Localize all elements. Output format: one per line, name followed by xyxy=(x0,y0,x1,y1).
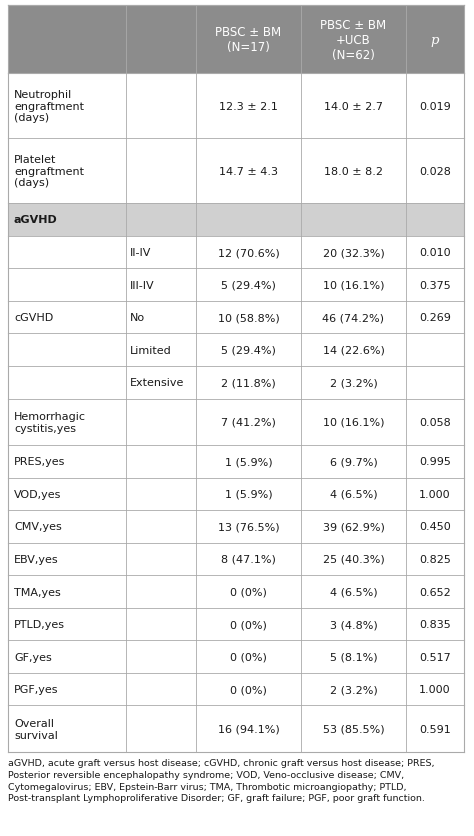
Text: 3 (4.8%): 3 (4.8%) xyxy=(329,619,377,630)
Bar xyxy=(8,334,464,366)
Bar xyxy=(8,74,464,139)
Text: 53 (85.5%): 53 (85.5%) xyxy=(323,724,384,734)
Text: Platelet
engraftment
(days): Platelet engraftment (days) xyxy=(14,155,84,188)
Text: 0.450: 0.450 xyxy=(419,522,451,532)
Text: 6 (9.7%): 6 (9.7%) xyxy=(329,456,377,466)
Text: 4 (6.5%): 4 (6.5%) xyxy=(330,489,377,499)
Text: 20 (32.3%): 20 (32.3%) xyxy=(323,247,384,257)
Text: 14.0 ± 2.7: 14.0 ± 2.7 xyxy=(324,101,383,111)
Text: 18.0 ± 8.2: 18.0 ± 8.2 xyxy=(324,166,383,176)
Bar xyxy=(8,478,464,511)
Text: 0.269: 0.269 xyxy=(419,313,451,323)
Text: PRES,yes: PRES,yes xyxy=(14,456,65,466)
Bar xyxy=(8,399,464,446)
Text: 5 (29.4%): 5 (29.4%) xyxy=(221,345,276,355)
Text: 1 (5.9%): 1 (5.9%) xyxy=(225,456,272,466)
Text: 0.010: 0.010 xyxy=(419,247,451,257)
Text: 0.591: 0.591 xyxy=(419,724,451,734)
Text: 14.7 ± 4.3: 14.7 ± 4.3 xyxy=(219,166,278,176)
Text: III-IV: III-IV xyxy=(130,280,155,290)
Bar xyxy=(8,366,464,399)
Text: TMA,yes: TMA,yes xyxy=(14,587,61,597)
Text: 25 (40.3%): 25 (40.3%) xyxy=(323,554,384,564)
Bar xyxy=(8,575,464,608)
Text: 46 (74.2%): 46 (74.2%) xyxy=(322,313,384,323)
Bar xyxy=(8,706,464,752)
Bar xyxy=(8,237,464,269)
Text: 2 (3.2%): 2 (3.2%) xyxy=(329,685,377,695)
Text: 2 (11.8%): 2 (11.8%) xyxy=(221,378,276,388)
Text: 0 (0%): 0 (0%) xyxy=(230,587,267,597)
Bar xyxy=(8,269,464,302)
Bar xyxy=(8,446,464,478)
Text: p: p xyxy=(431,33,439,47)
Bar xyxy=(8,511,464,543)
Text: 0 (0%): 0 (0%) xyxy=(230,619,267,630)
Text: aGVHD: aGVHD xyxy=(14,215,58,225)
Bar xyxy=(8,640,464,673)
Text: 0 (0%): 0 (0%) xyxy=(230,652,267,662)
Text: 0.028: 0.028 xyxy=(419,166,451,176)
Text: 0.019: 0.019 xyxy=(419,101,451,111)
Text: 1 (5.9%): 1 (5.9%) xyxy=(225,489,272,499)
Text: PTLD,yes: PTLD,yes xyxy=(14,619,65,630)
Text: 0 (0%): 0 (0%) xyxy=(230,685,267,695)
Text: 7 (41.2%): 7 (41.2%) xyxy=(221,417,276,427)
Text: II-IV: II-IV xyxy=(130,247,151,257)
Text: 5 (29.4%): 5 (29.4%) xyxy=(221,280,276,290)
Text: 13 (76.5%): 13 (76.5%) xyxy=(218,522,279,532)
Bar xyxy=(8,139,464,204)
Text: 0.995: 0.995 xyxy=(419,456,451,466)
Text: PBSC ± BM
(N=17): PBSC ± BM (N=17) xyxy=(216,26,282,54)
Text: 8 (47.1%): 8 (47.1%) xyxy=(221,554,276,564)
Text: PBSC ± BM
+UCB
(N=62): PBSC ± BM +UCB (N=62) xyxy=(320,18,387,61)
Text: aGVHD, acute graft versus host disease; cGVHD, chronic graft versus host disease: aGVHD, acute graft versus host disease; … xyxy=(8,758,435,803)
Text: 10 (16.1%): 10 (16.1%) xyxy=(323,280,384,290)
Text: PGF,yes: PGF,yes xyxy=(14,685,58,695)
Text: cGVHD: cGVHD xyxy=(14,313,53,323)
Text: 4 (6.5%): 4 (6.5%) xyxy=(330,587,377,597)
Text: 12 (70.6%): 12 (70.6%) xyxy=(218,247,279,257)
Text: 16 (94.1%): 16 (94.1%) xyxy=(218,724,279,734)
Text: 1.000: 1.000 xyxy=(419,685,451,695)
Text: 1.000: 1.000 xyxy=(419,489,451,499)
Text: No: No xyxy=(130,313,145,323)
Text: 2 (3.2%): 2 (3.2%) xyxy=(329,378,377,388)
Text: 0.517: 0.517 xyxy=(419,652,451,662)
Text: 10 (16.1%): 10 (16.1%) xyxy=(323,417,384,427)
Bar xyxy=(8,6,464,74)
Text: CMV,yes: CMV,yes xyxy=(14,522,62,532)
Bar xyxy=(8,302,464,334)
Bar xyxy=(8,204,464,237)
Text: Extensive: Extensive xyxy=(130,378,184,388)
Bar xyxy=(8,608,464,640)
Text: Limited: Limited xyxy=(130,345,172,355)
Text: EBV,yes: EBV,yes xyxy=(14,554,59,564)
Text: GF,yes: GF,yes xyxy=(14,652,52,662)
Text: 0.058: 0.058 xyxy=(419,417,451,427)
Text: 39 (62.9%): 39 (62.9%) xyxy=(323,522,384,532)
Text: 0.652: 0.652 xyxy=(419,587,451,597)
Text: Overall
survival: Overall survival xyxy=(14,718,58,740)
Text: 5 (8.1%): 5 (8.1%) xyxy=(330,652,377,662)
Text: Hemorrhagic
cystitis,yes: Hemorrhagic cystitis,yes xyxy=(14,411,86,433)
Text: 10 (58.8%): 10 (58.8%) xyxy=(218,313,279,323)
Bar xyxy=(8,673,464,706)
Text: 0.825: 0.825 xyxy=(419,554,451,564)
Bar xyxy=(8,543,464,575)
Text: Neutrophil
engraftment
(days): Neutrophil engraftment (days) xyxy=(14,89,84,123)
Text: 14 (22.6%): 14 (22.6%) xyxy=(323,345,384,355)
Text: VOD,yes: VOD,yes xyxy=(14,489,61,499)
Text: 12.3 ± 2.1: 12.3 ± 2.1 xyxy=(219,101,278,111)
Text: 0.835: 0.835 xyxy=(419,619,451,630)
Text: 0.375: 0.375 xyxy=(419,280,451,290)
